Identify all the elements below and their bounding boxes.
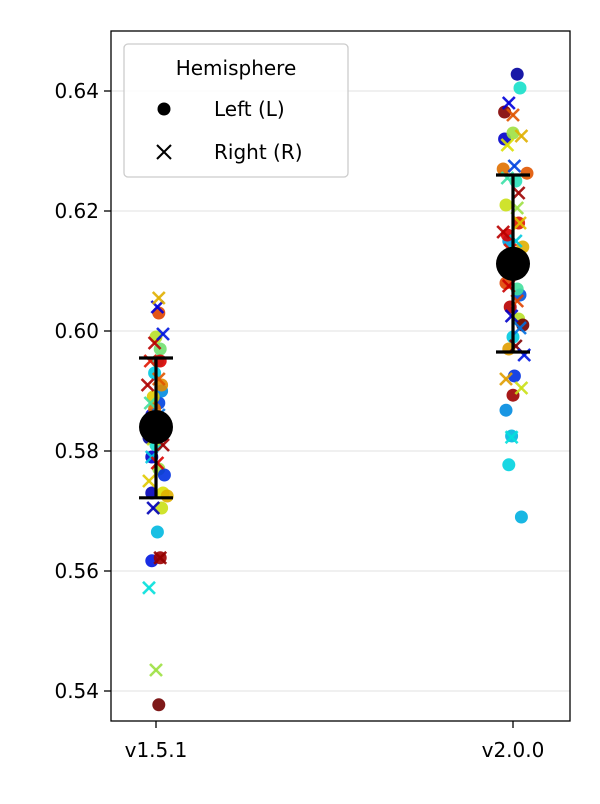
x-axis: v1.5.1 v2.0.0 (125, 721, 545, 762)
point-right (500, 138, 515, 152)
point-left (496, 162, 510, 176)
point-right-stroke (153, 550, 168, 565)
point-right-stroke (513, 216, 527, 230)
point-right-stroke (499, 372, 513, 386)
plot-frame (110, 30, 571, 722)
point-right (513, 216, 527, 230)
point-right-stroke (496, 225, 511, 239)
point-right-stroke (150, 300, 165, 314)
point-left (155, 501, 169, 515)
legend-label-right: Right (R) (214, 140, 303, 164)
point-left (510, 67, 524, 81)
legend-label-left: Left (L) (214, 97, 285, 121)
point-left (499, 403, 513, 417)
point-right (506, 108, 520, 122)
point-right-stroke (140, 378, 155, 392)
point-right-stroke (514, 381, 529, 395)
point-right (501, 96, 516, 110)
y-tick-label: 0.62 (54, 199, 99, 223)
point-right (499, 372, 513, 386)
point-left (160, 489, 174, 503)
point-right-stroke (149, 663, 163, 677)
point-right (156, 327, 170, 341)
summary-markers (139, 173, 530, 500)
point-right (142, 580, 156, 595)
point-right-stroke (514, 129, 529, 143)
point-right-stroke (142, 474, 156, 488)
point-right-stroke (506, 108, 520, 122)
point-right (514, 129, 529, 143)
point-left (152, 698, 166, 712)
point-right-stroke (156, 438, 170, 452)
point-right (496, 225, 511, 239)
point-right (514, 381, 529, 395)
point-right (149, 663, 163, 677)
point-left (514, 510, 528, 524)
y-tick-label: 0.64 (54, 79, 99, 103)
point-right (153, 550, 168, 565)
mean-marker (139, 410, 173, 444)
point-right-stroke (513, 321, 527, 335)
point-left (155, 378, 169, 392)
point-right-stroke (156, 327, 170, 341)
point-right (146, 501, 161, 515)
point-right-stroke (146, 501, 161, 515)
point-left (499, 198, 513, 212)
point-right-stroke (151, 291, 166, 305)
point-right-stroke (504, 430, 519, 445)
point-right (507, 159, 522, 173)
point-right-stroke (500, 138, 515, 152)
y-tick-label: 0.58 (54, 439, 99, 463)
point-left (150, 525, 164, 539)
legend-x-icon (156, 144, 172, 160)
y-tick-label: 0.54 (54, 679, 99, 703)
point-right (142, 474, 156, 488)
mean-marker (496, 246, 530, 281)
x-tick-label: v2.0.0 (482, 738, 545, 762)
point-right-stroke (507, 159, 522, 173)
point-left (502, 458, 516, 472)
y-tick-label: 0.60 (54, 319, 99, 343)
legend-box (123, 43, 349, 178)
legend-circle-icon (157, 102, 171, 116)
legend-title: Hemisphere (176, 56, 297, 80)
point-right-stroke (501, 96, 516, 110)
point-left (520, 166, 534, 180)
y-tick-label: 0.56 (54, 559, 99, 583)
point-right (140, 378, 155, 392)
point-right (151, 291, 166, 305)
point-right-stroke (142, 580, 156, 595)
point-left (513, 81, 527, 95)
point-right (513, 321, 527, 335)
x-tick-label: v1.5.1 (125, 738, 188, 762)
y-axis: 0.54 0.56 0.58 0.60 0.62 0.64 (54, 79, 111, 703)
legend: Hemisphere Left (L) Right (R) (123, 43, 349, 178)
point-left (157, 468, 171, 482)
point-right (504, 430, 519, 445)
